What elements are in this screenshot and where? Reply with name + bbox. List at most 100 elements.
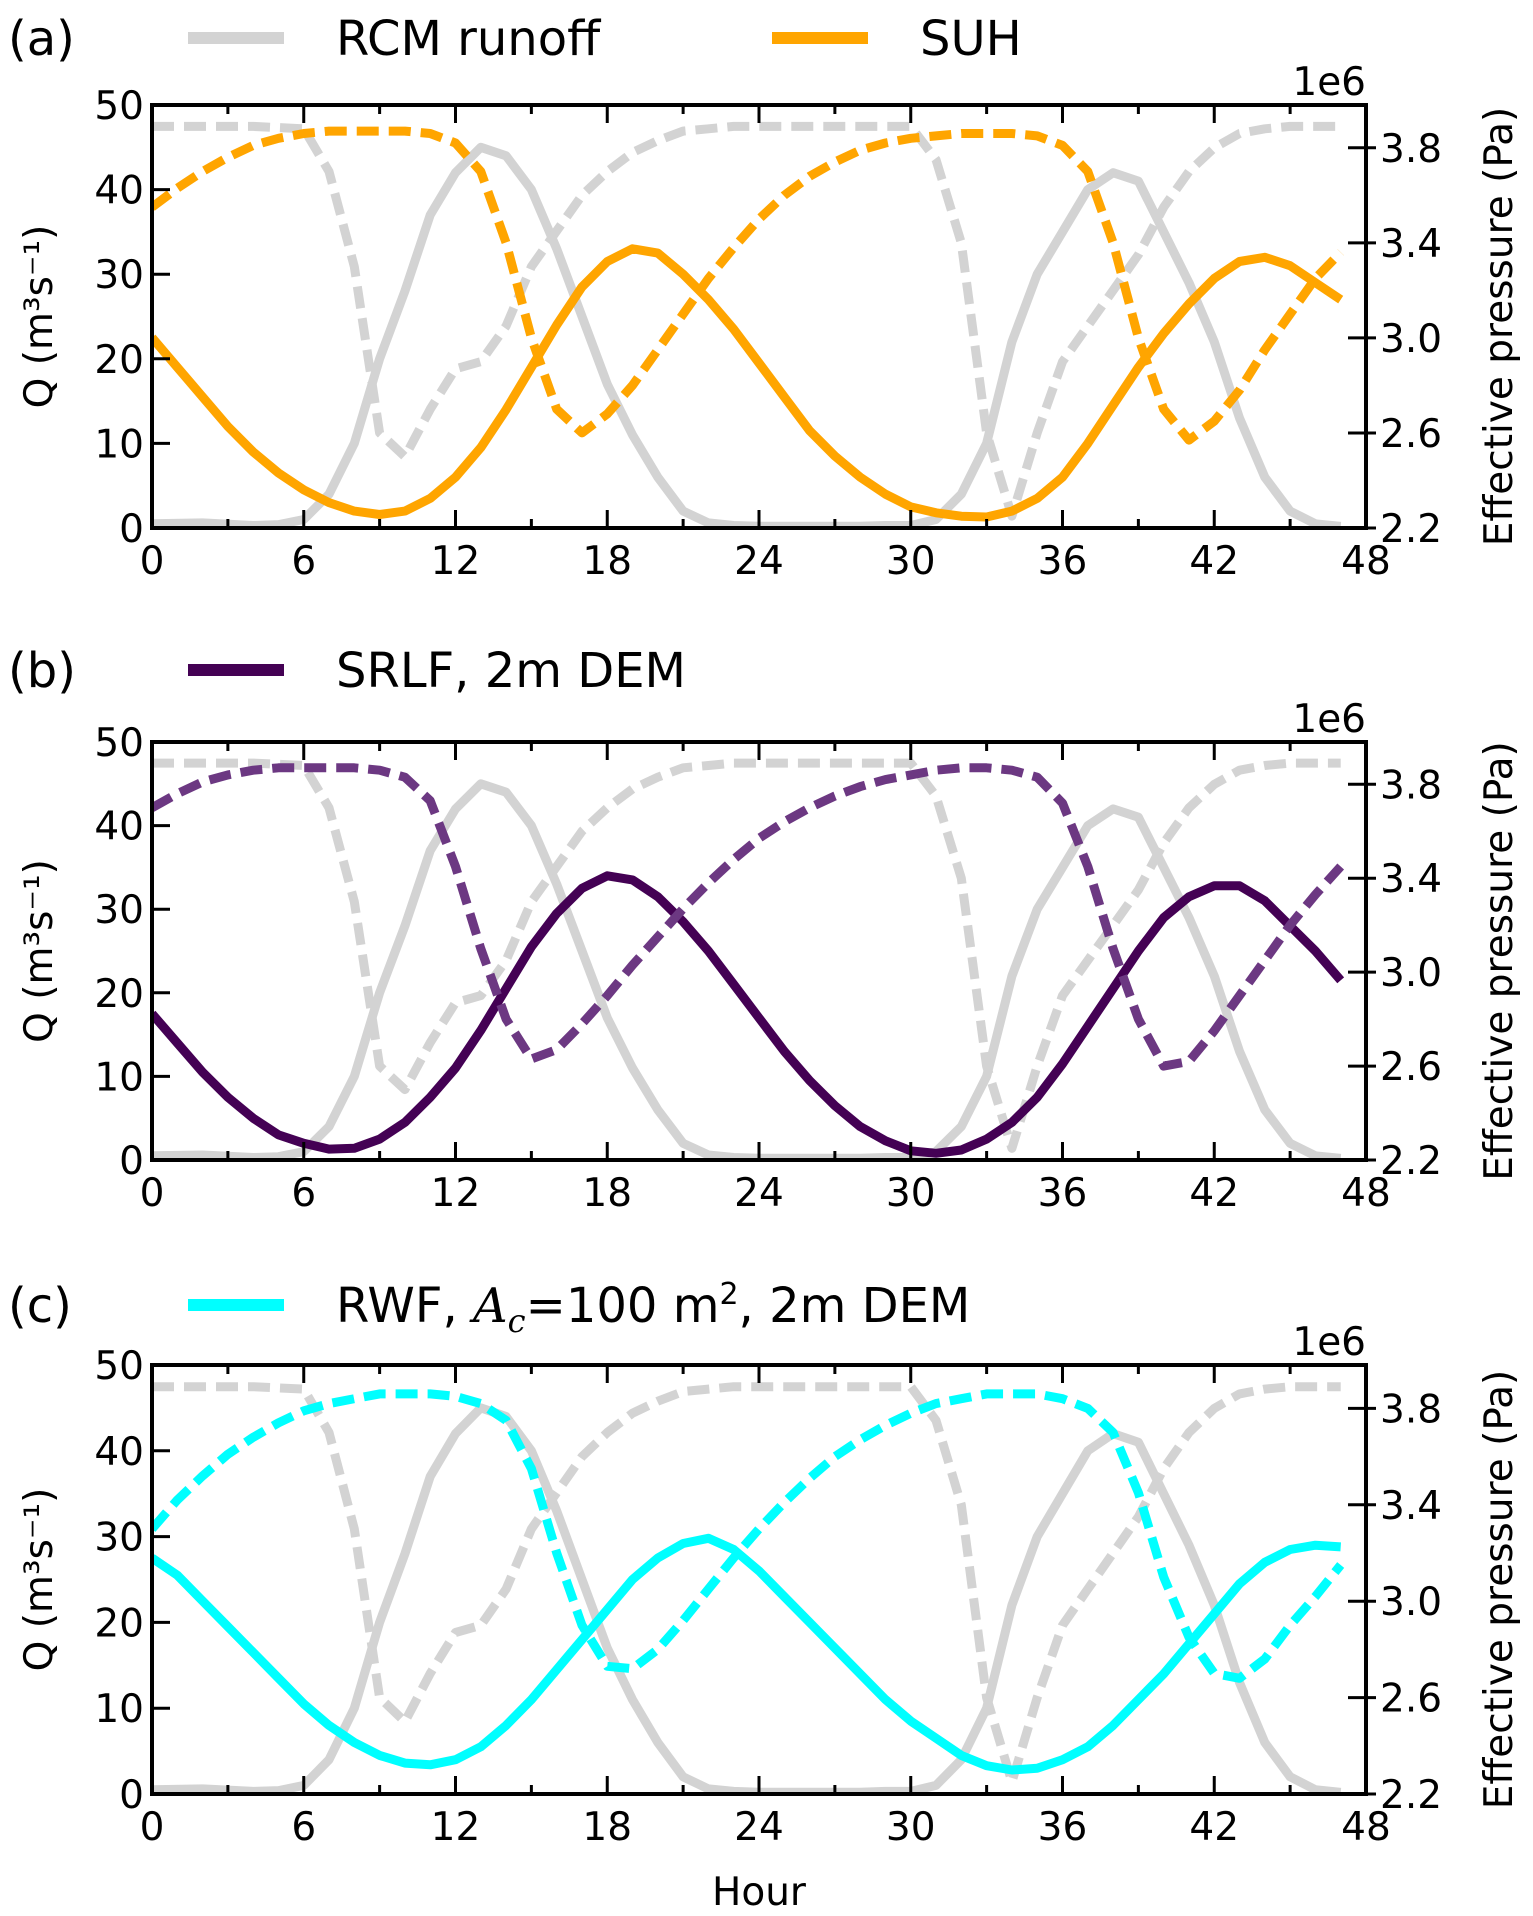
x-tick-label: 48 [1341, 1805, 1391, 1850]
legend: RCM runoff SUH [188, 11, 1022, 67]
y2-tick-label: 3.0 [1380, 951, 1442, 996]
panel-label: (a) [8, 11, 75, 67]
x-tick-label: 30 [886, 1171, 936, 1216]
series-rcm-runoff [152, 142, 1342, 528]
x-tick-label: 6 [291, 1171, 316, 1216]
y-tick-label: 10 [94, 1055, 144, 1100]
y2-tick-label: 3.4 [1380, 222, 1442, 267]
panel-3: 0 6 12 18 24 30 36 42 48 0 10 20 30 40 50 2.2 2.6 3.0 3.4 3… [8, 1277, 1522, 1915]
y2-axis-label: Effective pressure (Pa) [1477, 741, 1522, 1181]
legend-label: RCM runoff [336, 11, 601, 67]
y-axis-label: Q (m³s⁻¹) [17, 225, 62, 409]
y2-tick-label: 2.2 [1380, 507, 1442, 552]
y-tick-label: 50 [94, 1344, 144, 1389]
y-tick-label: 50 [94, 84, 144, 129]
x-tick-label: 18 [582, 1171, 632, 1216]
x-tick-label: 48 [1341, 539, 1391, 584]
y2-multiplier: 1e6 [1292, 697, 1366, 742]
plot-area [152, 1382, 1345, 1794]
legend-label: SUH [920, 11, 1022, 67]
y2-tick-label: 2.2 [1380, 1139, 1442, 1184]
y-tick-label: 40 [94, 805, 144, 850]
y-tick-label: 0 [119, 507, 144, 552]
series-rcm-runoff [152, 1403, 1342, 1794]
y2-tick-label: 2.6 [1380, 1045, 1442, 1090]
y-axis-label: Q (m³s⁻¹) [17, 1488, 62, 1672]
y2-multiplier: 1e6 [1292, 60, 1366, 105]
y2-tick-label: 3.8 [1380, 763, 1442, 808]
plot-area [152, 758, 1345, 1160]
y2-tick-label: 3.4 [1380, 1484, 1442, 1529]
x-tick-label: 36 [1038, 1805, 1088, 1850]
x-tick-label: 42 [1189, 1805, 1239, 1850]
x-tick-label: 36 [1038, 539, 1088, 584]
series-rcm-runoff [152, 779, 1342, 1160]
x-tick-label: 24 [734, 539, 784, 584]
y2-tick-label: 2.6 [1380, 412, 1442, 457]
y-tick-label: 10 [94, 422, 144, 467]
y-tick-label: 50 [94, 721, 144, 766]
y2-tick-label: 2.6 [1380, 1677, 1442, 1722]
x-tick-label: 18 [582, 539, 632, 584]
y-tick-label: 30 [94, 888, 144, 933]
y2-multiplier: 1e6 [1292, 1320, 1366, 1365]
x-tick-label: 0 [140, 1805, 165, 1850]
y-tick-label: 10 [94, 1687, 144, 1732]
plot-area [152, 121, 1344, 528]
y-tick-label: 20 [94, 1601, 144, 1646]
y-tick-label: 30 [94, 1516, 144, 1561]
x-tick-label: 48 [1341, 1171, 1391, 1216]
series-rcm-runoff-effective-pressure [152, 1382, 1341, 1787]
x-tick-label: 24 [734, 1805, 784, 1850]
x-tick-label: 30 [886, 539, 936, 584]
series-rcm-runoff-effective-pressure [152, 121, 1341, 521]
legend: RWF, Ac=100 m2, 2m DEM [188, 1277, 970, 1340]
y-tick-label: 20 [94, 338, 144, 383]
x-tick-label: 0 [140, 539, 165, 584]
legend-label: SRLF, 2m DEM [336, 643, 686, 699]
x-tick-label: 42 [1189, 539, 1239, 584]
x-tick-label: 42 [1189, 1171, 1239, 1216]
y2-tick-label: 3.4 [1380, 857, 1442, 902]
y2-axis-label: Effective pressure (Pa) [1477, 107, 1522, 547]
y2-tick-label: 3.8 [1380, 1387, 1442, 1432]
x-tick-label: 18 [582, 1805, 632, 1850]
y2-tick-label: 2.2 [1380, 1773, 1442, 1818]
y-tick-label: 30 [94, 253, 144, 298]
panel-label: (c) [8, 1278, 72, 1334]
x-tick-label: 12 [431, 1805, 481, 1850]
panel-label: (b) [8, 643, 76, 699]
y2-tick-label: 3.8 [1380, 127, 1442, 172]
series-rwf-ac-100-m2-2m-dem-effective-pressure [152, 1389, 1345, 1683]
x-tick-label: 6 [291, 1805, 316, 1850]
x-tick-label: 12 [431, 1171, 481, 1216]
series-srlf-2m-dem-effective-pressure [152, 763, 1345, 1071]
x-tick-label: 24 [734, 1171, 784, 1216]
legend: SRLF, 2m DEM [188, 643, 686, 699]
x-tick-label: 12 [431, 539, 481, 584]
x-tick-label: 36 [1038, 1171, 1088, 1216]
series-suh [152, 244, 1344, 522]
y2-axis-label: Effective pressure (Pa) [1477, 1370, 1522, 1810]
y-tick-label: 40 [94, 169, 144, 214]
panel-1: 0 6 12 18 24 30 36 42 48 0 10 20 30 40 50 2.2 2.6 3.0 3.4 3… [8, 11, 1522, 584]
series-srlf-2m-dem [152, 871, 1345, 1158]
y-tick-label: 40 [94, 1430, 144, 1475]
y-tick-label: 0 [119, 1773, 144, 1818]
series-rcm-runoff-effective-pressure [152, 758, 1341, 1153]
y2-tick-label: 3.0 [1380, 317, 1442, 362]
legend-label: RWF, Ac=100 m2, 2m DEM [336, 1277, 970, 1340]
x-tick-label: 30 [886, 1805, 936, 1850]
x-axis-label: Hour [712, 1870, 807, 1915]
y2-tick-label: 3.0 [1380, 1580, 1442, 1625]
y-tick-label: 0 [119, 1139, 144, 1184]
y-axis-label: Q (m³s⁻¹) [17, 859, 62, 1043]
panel-2: 0 6 12 18 24 30 36 42 48 0 10 20 30 40 50 2.2 2.6 3.0 3.4 3… [8, 643, 1522, 1216]
series-suh-effective-pressure [152, 126, 1344, 445]
x-tick-label: 6 [291, 539, 316, 584]
axes-frame [150, 740, 1368, 1162]
y-tick-label: 20 [94, 972, 144, 1017]
x-tick-label: 0 [140, 1171, 165, 1216]
series-rwf-ac-100-m2-2m-dem [152, 1533, 1342, 1775]
